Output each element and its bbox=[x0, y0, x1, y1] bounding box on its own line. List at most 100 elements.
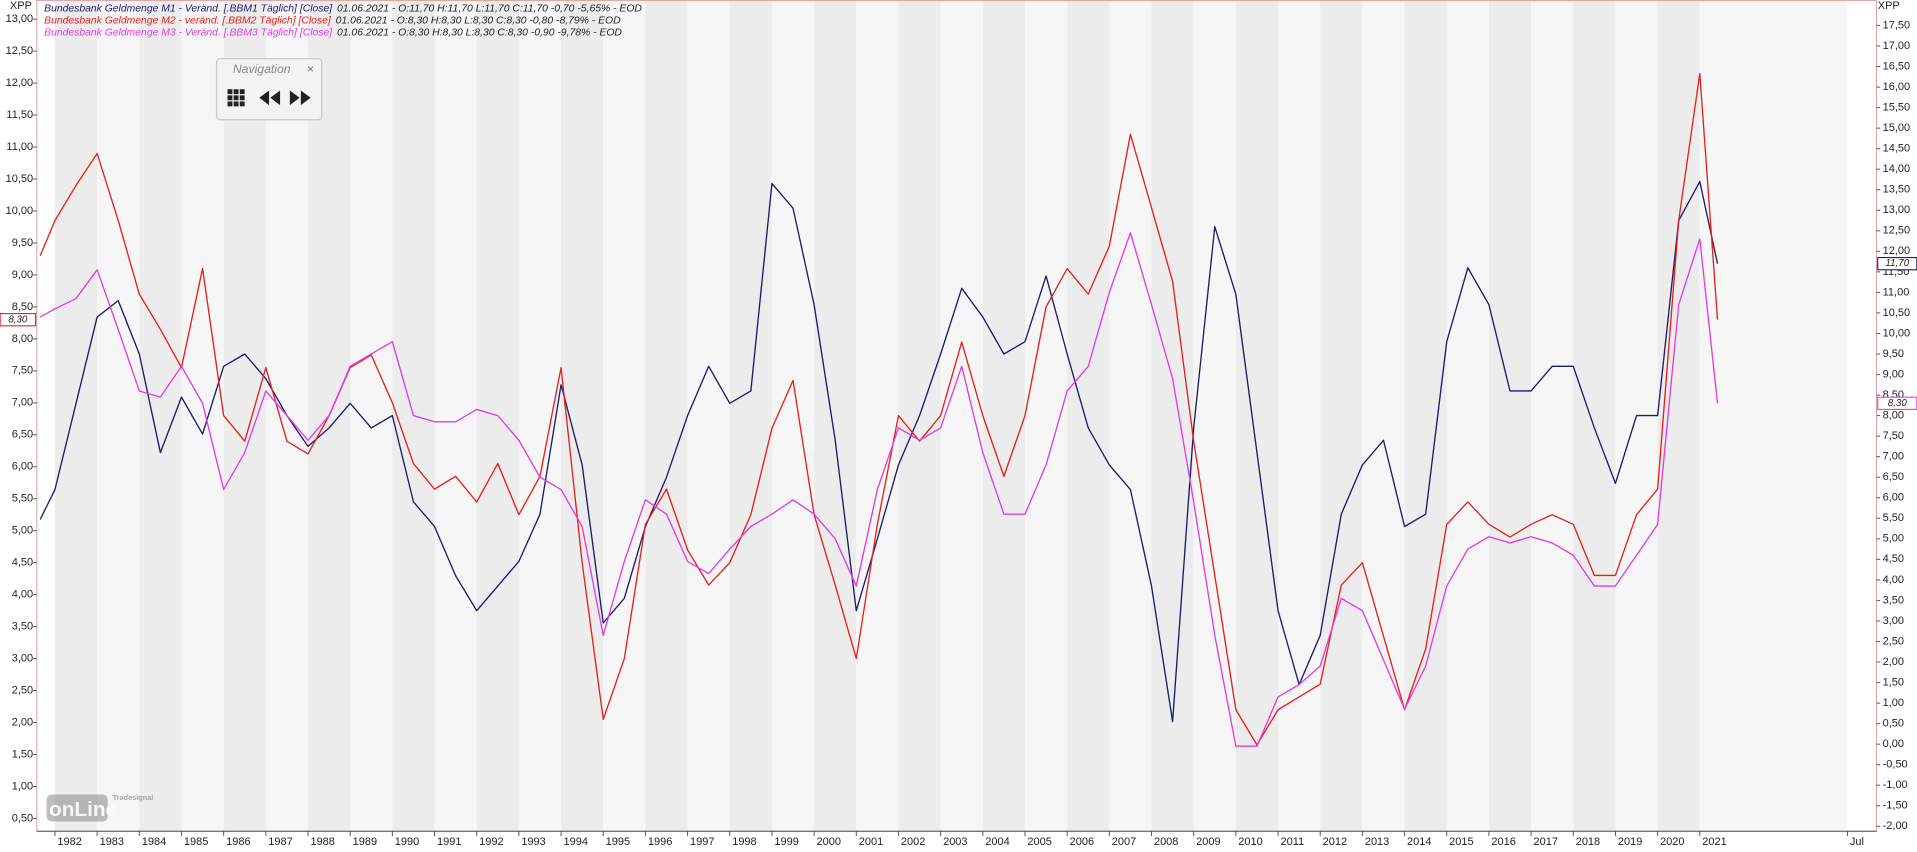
x-tick-label: 2015 bbox=[1449, 836, 1473, 848]
y-tick-label: 9,00 bbox=[12, 269, 33, 281]
year-stripe bbox=[54, 0, 98, 832]
y2-tick-label: 5,50 bbox=[1883, 512, 1904, 524]
y2-tick-label: 16,00 bbox=[1883, 81, 1911, 93]
y-tick-label: 3,00 bbox=[12, 652, 33, 664]
legend-name: Bundesbank Geldmenge M3 - Veränd. [.BBM3… bbox=[44, 28, 333, 39]
y-tick-label: 2,50 bbox=[12, 684, 33, 696]
watermark-brand: Tradesignal bbox=[113, 793, 154, 802]
x-tick-label: 2011 bbox=[1280, 836, 1304, 848]
x-tick-label: 1993 bbox=[521, 836, 545, 848]
y-tick-label: 1,00 bbox=[12, 780, 33, 792]
y2-tick-label: 17,00 bbox=[1883, 40, 1911, 52]
year-stripe bbox=[1193, 0, 1236, 832]
y2-tick-label: 3,00 bbox=[1883, 615, 1904, 627]
year-stripe bbox=[1488, 0, 1532, 832]
year-stripe bbox=[1109, 0, 1152, 832]
y-tick-label: 11,00 bbox=[6, 141, 33, 153]
axes: 1982 1983 1984 1985 1986 1987 1988 1989 1990 1991… bbox=[0, 13, 1917, 848]
x-tick-label: 1994 bbox=[564, 836, 588, 848]
year-stripe bbox=[940, 0, 983, 832]
navigation-title: Navigation bbox=[233, 62, 291, 76]
year-stripe bbox=[518, 0, 562, 832]
grid-button[interactable] bbox=[227, 89, 245, 107]
x-tick-label: 1987 bbox=[268, 836, 292, 848]
y2-tick-label: 6,00 bbox=[1883, 492, 1904, 504]
y2-tick-label: 7,50 bbox=[1883, 430, 1904, 442]
x-tick-label: 1996 bbox=[648, 836, 672, 848]
y2-tick-label: 2,00 bbox=[1883, 656, 1904, 668]
y2-tick-label: 5,00 bbox=[1883, 533, 1904, 545]
x-tick-label: 1998 bbox=[732, 836, 756, 848]
x-tick-label: 2007 bbox=[1112, 836, 1136, 848]
x-tick-label: 2019 bbox=[1618, 836, 1642, 848]
x-tick-label: 1983 bbox=[100, 836, 124, 848]
y-tick-label: 12,50 bbox=[6, 45, 34, 57]
y2-tick-label: 9,50 bbox=[1883, 348, 1904, 360]
legend-info: 01.06.2021 - O:11,70 H:11,70 L:11,70 C:1… bbox=[337, 3, 642, 14]
year-stripe bbox=[1362, 0, 1405, 832]
rewind-button[interactable] bbox=[259, 90, 281, 106]
watermark: Tradesignal onLine bbox=[46, 793, 154, 822]
x-tick-label: 2002 bbox=[901, 836, 925, 848]
x-tick-label: 2009 bbox=[1196, 836, 1220, 848]
year-stripe bbox=[350, 0, 393, 832]
y2-tick-label: 0,00 bbox=[1883, 738, 1904, 750]
x-tick-label: 2012 bbox=[1323, 836, 1347, 848]
series-line bbox=[39, 72, 1719, 746]
year-stripe bbox=[223, 0, 266, 832]
year-stripe bbox=[1531, 0, 1574, 832]
year-stripe bbox=[856, 0, 899, 832]
y-tick-label: 3,50 bbox=[12, 621, 33, 633]
close-icon[interactable]: × bbox=[307, 62, 314, 76]
legend-name: Bundesbank Geldmenge M1 - Veränd. [.BBM1… bbox=[44, 3, 333, 14]
y-tick-label: 8,50 bbox=[12, 301, 33, 313]
y2-tick-label: 0,50 bbox=[1883, 718, 1904, 730]
y-tick-label: 13,00 bbox=[6, 13, 34, 25]
year-stripe bbox=[982, 0, 1025, 832]
watermark-product: onLine bbox=[49, 798, 117, 821]
x-tick-label: 1984 bbox=[142, 836, 166, 848]
y2-tick-label: 17,50 bbox=[1883, 19, 1911, 31]
y-tick-label: 8,00 bbox=[12, 333, 33, 345]
x-tick-label: 1986 bbox=[226, 836, 250, 848]
y2-tick-label: 8,00 bbox=[1883, 410, 1904, 422]
x-tick-label: 1991 bbox=[437, 836, 461, 848]
x-tick-label: 2021 bbox=[1702, 836, 1726, 848]
y-tick-label: 4,00 bbox=[12, 589, 33, 601]
y2-axis-label: XPP bbox=[1878, 0, 1900, 12]
x-tick-label: 2016 bbox=[1491, 836, 1515, 848]
x-tick-label: 1990 bbox=[395, 836, 419, 848]
y2-tick-label: 2,50 bbox=[1883, 635, 1904, 647]
y2-tick-label: 1,50 bbox=[1883, 676, 1904, 688]
y2-tick-label: 4,50 bbox=[1883, 553, 1904, 565]
y2-tick-label: 12,00 bbox=[1883, 245, 1911, 257]
year-stripe bbox=[1657, 0, 1700, 832]
x-tick-label: 2020 bbox=[1660, 836, 1684, 848]
x-tick-label: 1999 bbox=[774, 836, 798, 848]
x-tick-label: 1989 bbox=[353, 836, 377, 848]
y2-tick-label: 9,00 bbox=[1883, 368, 1904, 380]
x-tick-label: 2010 bbox=[1238, 836, 1262, 848]
y-tick-label: 4,50 bbox=[12, 557, 33, 569]
navigation-panel[interactable]: Navigation × bbox=[215, 58, 323, 121]
year-stripe bbox=[771, 0, 815, 832]
forward-button[interactable] bbox=[289, 90, 311, 106]
y-tick-label: 10,00 bbox=[6, 205, 34, 217]
x-tick-label: 2003 bbox=[943, 836, 967, 848]
year-stripe bbox=[729, 0, 772, 832]
y2-tick-label: 12,50 bbox=[1883, 225, 1911, 237]
year-stripe bbox=[1067, 0, 1110, 832]
year-stripe bbox=[1573, 0, 1616, 832]
year-stripe bbox=[645, 0, 688, 832]
y-tick-label: 6,00 bbox=[12, 461, 33, 473]
x-tick-label: 1992 bbox=[479, 836, 503, 848]
year-stripe bbox=[1235, 0, 1279, 832]
x-tick-label: 1997 bbox=[690, 836, 714, 848]
x-tick-label: 1988 bbox=[310, 836, 334, 848]
x-tick-label: 2001 bbox=[859, 836, 883, 848]
y2-tick-label: 14,00 bbox=[1883, 163, 1911, 175]
y-tick-label: 6,50 bbox=[12, 429, 33, 441]
lines bbox=[39, 72, 1719, 747]
x-tick-label: 2006 bbox=[1070, 836, 1094, 848]
